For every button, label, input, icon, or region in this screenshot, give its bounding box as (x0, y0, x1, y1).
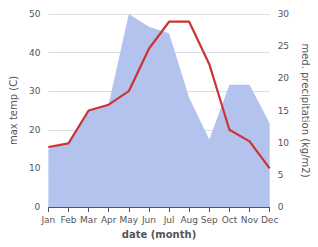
svg-text:May: May (120, 215, 139, 225)
svg-text:Nov: Nov (241, 215, 259, 225)
svg-text:50: 50 (29, 9, 41, 19)
svg-text:Jul: Jul (163, 215, 175, 225)
svg-text:30: 30 (29, 86, 41, 96)
svg-text:Dec: Dec (261, 215, 278, 225)
svg-text:20: 20 (278, 73, 290, 83)
svg-text:25: 25 (278, 41, 289, 51)
svg-text:max temp (C): max temp (C) (8, 76, 19, 145)
svg-text:5: 5 (278, 170, 284, 180)
svg-text:10: 10 (278, 138, 290, 148)
svg-text:Apr: Apr (101, 215, 117, 225)
svg-text:10: 10 (29, 163, 41, 173)
svg-text:0: 0 (35, 202, 41, 212)
svg-text:Jun: Jun (141, 215, 156, 225)
svg-text:Jan: Jan (40, 215, 55, 225)
svg-text:med. precipitation (kg/m2): med. precipitation (kg/m2) (300, 43, 311, 177)
svg-text:Aug: Aug (180, 215, 198, 225)
svg-text:date (month): date (month) (122, 229, 196, 240)
svg-text:Sep: Sep (201, 215, 218, 225)
svg-text:20: 20 (29, 125, 41, 135)
svg-text:Oct: Oct (222, 215, 238, 225)
svg-text:0: 0 (278, 202, 284, 212)
svg-text:Mar: Mar (80, 215, 97, 225)
svg-text:Feb: Feb (61, 215, 77, 225)
svg-text:15: 15 (278, 106, 289, 116)
svg-text:30: 30 (278, 9, 290, 19)
svg-text:40: 40 (29, 48, 41, 58)
